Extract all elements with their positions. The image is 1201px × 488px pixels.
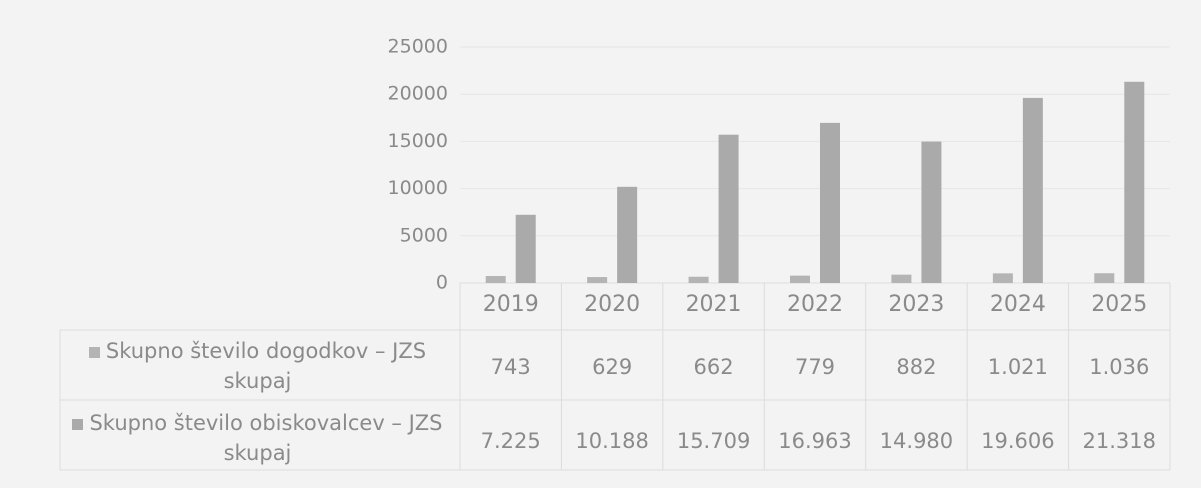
bar [515,214,536,283]
y-tick-label: 15000 [388,130,448,152]
table-value: 743 [491,355,531,379]
x-tick-label: 2020 [584,292,640,317]
legend-entry: Skupno število dogodkov – JZS skupaj [60,336,455,396]
legend-swatch [72,419,84,430]
y-tick-label: 0 [436,272,448,294]
table-value: 662 [694,355,734,379]
table-value: 15.709 [677,429,750,453]
bar [891,274,912,283]
table-value: 629 [592,355,632,379]
y-tick-label: 10000 [388,177,448,199]
y-tick-label: 20000 [388,83,448,105]
bar [1022,97,1043,283]
table-value: 1.036 [1089,355,1149,379]
bar [790,275,810,283]
table-value: 1.021 [988,355,1048,379]
legend-entry: Skupno število obiskovalcev – JZS skupaj [60,408,455,468]
legend-label: Skupno število obiskovalcev – JZS skupaj [89,411,443,465]
table-value: 10.188 [575,429,648,453]
legend-swatch [88,347,100,358]
bar [485,275,506,283]
x-tick-label: 2023 [888,292,944,317]
bar [587,277,608,283]
x-tick-label: 2019 [483,292,539,317]
bar [1094,273,1115,283]
x-tick-label: 2021 [686,292,742,317]
table-value: 16.963 [778,429,851,453]
table-value: 21.318 [1083,429,1156,453]
x-tick-label: 2024 [990,292,1046,317]
table-value: 882 [896,355,936,379]
bar [718,134,739,283]
x-tick-label: 2025 [1091,292,1147,317]
table-value: 19.606 [981,429,1054,453]
bar [820,122,840,283]
table-value: 14.980 [880,429,953,453]
legend-label: Skupno število dogodkov – JZS skupaj [105,339,427,393]
table-value: 7.225 [481,429,541,453]
y-tick-label: 25000 [388,36,448,58]
table-value: 779 [795,355,835,379]
bar [992,273,1013,283]
bar [688,276,709,283]
y-tick-label: 5000 [400,224,448,246]
bar [1124,81,1145,283]
bar [617,186,638,283]
x-tick-label: 2022 [787,292,843,317]
bar [921,141,942,283]
